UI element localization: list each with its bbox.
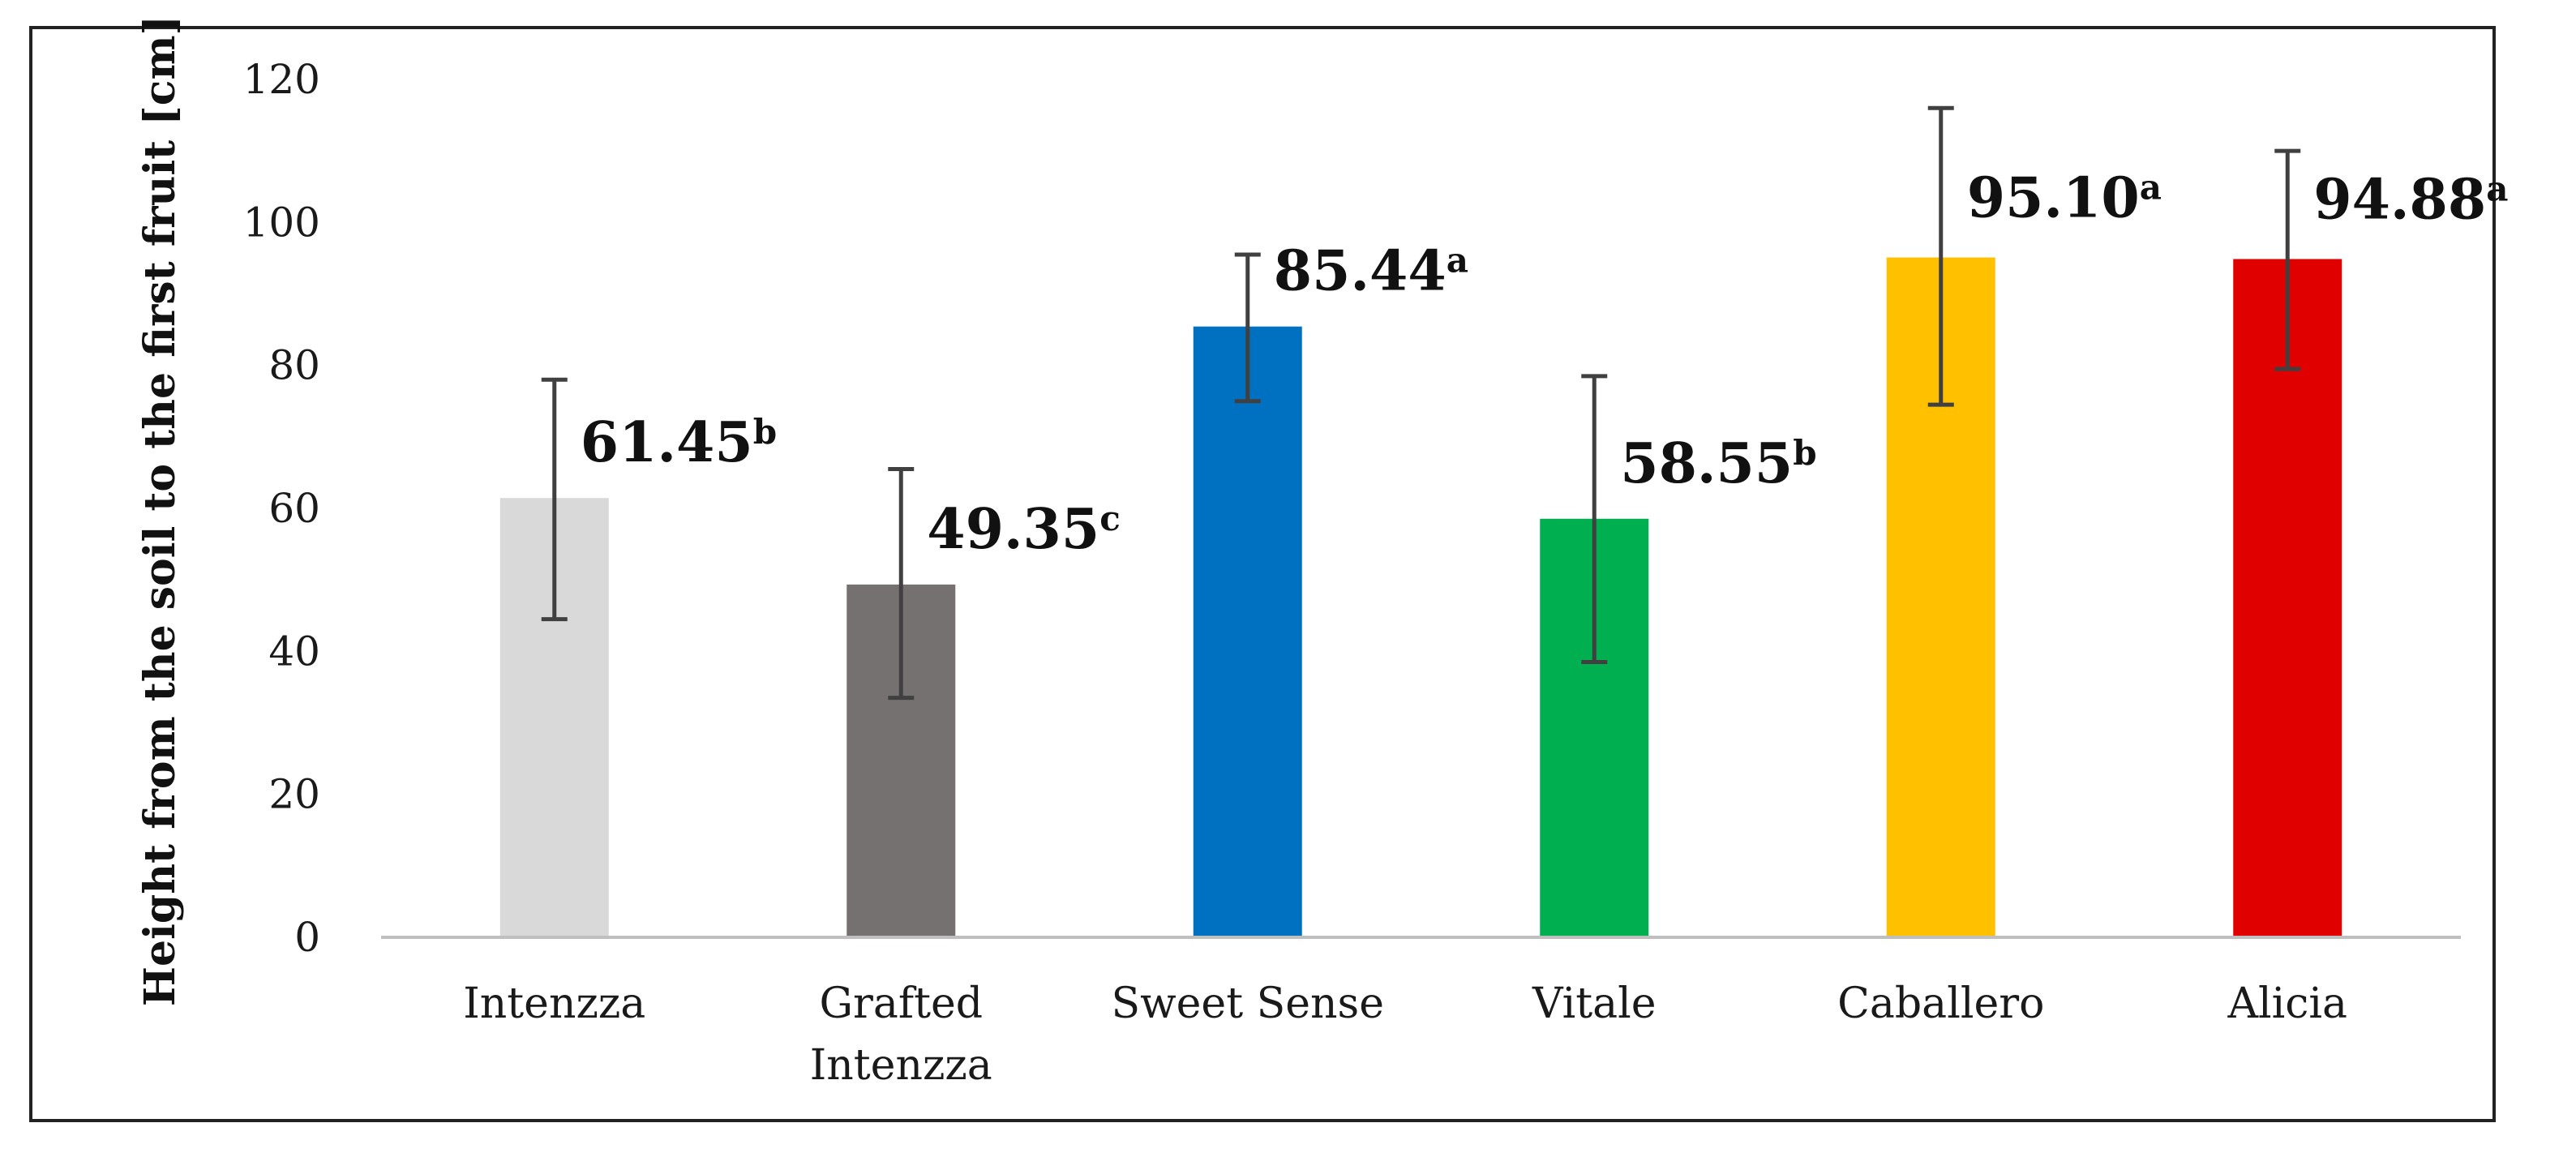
data-label: 49.35c (927, 497, 1121, 562)
x-tick-label: Grafted Intenzza (810, 979, 992, 1090)
x-tick-label: Alicia (2227, 979, 2347, 1028)
data-label: 61.45b (581, 410, 777, 475)
error-bar (1927, 105, 1954, 407)
x-tick-label: Caballero (1837, 979, 2044, 1028)
y-tick-label: 120 (243, 56, 320, 103)
error-bar (541, 377, 568, 622)
y-axis-title: Height from the soil to the first fruit … (135, 15, 185, 1006)
x-tick-label: Sweet Sense (1112, 979, 1384, 1028)
y-tick-label: 60 (268, 485, 320, 532)
data-label: 58.55b (1620, 431, 1816, 496)
bars (499, 257, 2342, 938)
error-bar (888, 467, 915, 701)
error-bar (1234, 252, 1261, 404)
chart-frame (29, 26, 2496, 1122)
y-axis-ticks: 0 20 40 60 80 100 120 (243, 56, 320, 961)
y-tick-label: 80 (268, 342, 320, 389)
y-tick-label: 20 (268, 771, 320, 818)
error-bars (541, 105, 2301, 701)
y-tick-label: 100 (243, 199, 320, 246)
error-bar (2274, 148, 2301, 371)
data-label: 95.10a (1967, 166, 2162, 231)
data-label: 85.44a (1274, 239, 1468, 304)
bar (2233, 259, 2342, 937)
data-label: 94.88a (2313, 167, 2508, 232)
y-tick-label: 0 (294, 914, 320, 961)
data-labels: 61.45b 49.35c 85.44a 58.55b 95.10a 94.88a (581, 166, 2509, 562)
bar (1193, 326, 1302, 938)
y-tick-label: 40 (268, 628, 320, 675)
x-tick-label: Vitale (1532, 979, 1657, 1028)
error-bar (1581, 374, 1608, 665)
x-tick-label: Intenzza (463, 979, 645, 1028)
x-axis-labels: Intenzza Grafted Intenzza Sweet Sense Vitale… (463, 979, 2347, 1090)
